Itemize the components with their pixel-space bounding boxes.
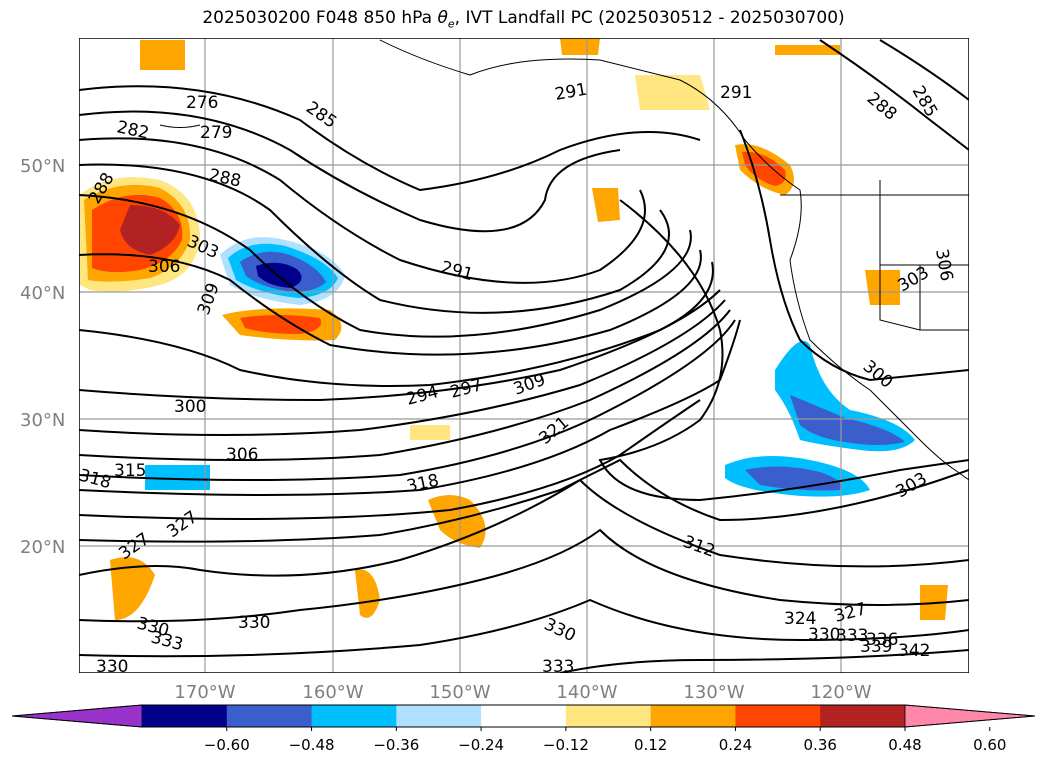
lat-label-30n: 30°N — [20, 410, 65, 431]
figure-title: 2025030200 F048 850 hPa θe, IVT Landfall… — [202, 8, 845, 31]
colorbar-tick-label: −0.36 — [373, 736, 419, 754]
contour-label: 306 — [226, 445, 258, 465]
lon-label-130w: 130°W — [683, 682, 744, 703]
shading-cold-east-2 — [790, 395, 905, 445]
colorbar-segment — [311, 705, 397, 727]
contour-label: 324 — [784, 609, 816, 629]
map-panel: 276 282 279 285 288 291 291 291 288 285 … — [79, 38, 969, 677]
colorbar-tick-label: 0.36 — [804, 736, 837, 754]
colorbar-extend-low — [11, 704, 143, 728]
contour-label: 330 — [96, 657, 128, 677]
colorbar-tick-label: −0.24 — [458, 736, 504, 754]
contour-label: 333 — [542, 657, 574, 677]
colorbar-segment — [565, 705, 652, 727]
lon-label-150w: 150°W — [429, 682, 490, 703]
shading-small-5 — [865, 270, 900, 305]
lat-label-50n: 50°N — [20, 156, 65, 177]
colorbar-tick-label: 0.24 — [719, 736, 752, 754]
lat-label-20n: 20°N — [20, 537, 65, 558]
shading-warm-west-4 — [120, 205, 180, 255]
colorbar-segment — [396, 705, 482, 727]
contour-label: 279 — [200, 123, 232, 143]
theta-e-contours — [79, 39, 969, 673]
colorbar-segment — [735, 705, 821, 727]
lon-label-120w: 120°W — [810, 682, 871, 703]
colorbar-extend-high — [904, 704, 1036, 728]
colorbar-tick-label: 0.60 — [973, 736, 1006, 754]
ivt-pc-shading — [80, 38, 948, 620]
lon-label-170w: 170°W — [174, 682, 235, 703]
shading-small-7 — [635, 75, 710, 110]
colorbar-segment — [820, 705, 906, 727]
colorbar-segment — [650, 705, 736, 727]
contour-label: 342 — [898, 641, 930, 661]
contour-label: 336 — [866, 630, 898, 650]
colorbar-tick-label: 0.48 — [888, 736, 921, 754]
shading-small-8 — [145, 465, 210, 490]
latitude-labels: 50°N 40°N 30°N 20°N — [20, 156, 65, 558]
contour-label: 276 — [186, 93, 218, 113]
shading-warm-coast-2 — [742, 151, 786, 186]
colorbar-segment — [481, 705, 567, 727]
shading-small-4 — [355, 569, 380, 618]
contour-label: 315 — [114, 461, 146, 481]
map-gridlines — [79, 38, 969, 673]
lon-label-160w: 160°W — [302, 682, 363, 703]
contour-label: 339 — [860, 637, 892, 657]
colorbar-tick-label: −0.12 — [543, 736, 589, 754]
colorbar-outline — [11, 704, 1036, 728]
lon-label-140w: 140°W — [556, 682, 617, 703]
shading-small-12 — [560, 38, 600, 55]
contour-label: 330 — [808, 625, 840, 645]
shading-small-9 — [410, 425, 450, 440]
shading-small-11 — [775, 45, 840, 55]
contour-label: 333 — [836, 626, 868, 646]
contour-label: 291 — [720, 83, 752, 103]
colorbar-tick-label: −0.48 — [289, 736, 335, 754]
lat-label-40n: 40°N — [20, 283, 65, 304]
shading-small-6 — [592, 188, 620, 222]
coastlines — [159, 39, 969, 481]
contour-label: 306 — [148, 257, 180, 277]
colorbar-segment — [142, 705, 228, 727]
colorbar: −0.60 −0.48 −0.36 −0.24 −0.12 0.12 0.24 0.36 0.4… — [11, 704, 1036, 754]
colorbar-segment — [226, 705, 313, 727]
contour-label: 300 — [174, 397, 206, 417]
shading-small-1 — [140, 40, 185, 70]
colorbar-tick-label: −0.60 — [204, 736, 250, 754]
colorbar-tick-label: 0.12 — [634, 736, 667, 754]
shading-small-3 — [110, 557, 155, 620]
longitude-labels: 170°W 160°W 150°W 140°W 130°W 120°W — [174, 682, 871, 703]
contour-label: 330 — [238, 613, 270, 633]
